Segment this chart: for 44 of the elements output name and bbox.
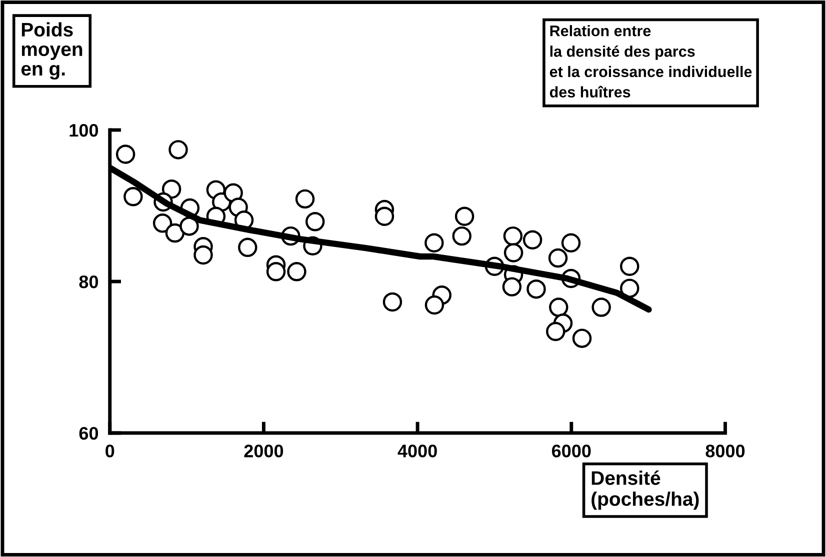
point: [124, 187, 143, 206]
x-tick-label: 0: [106, 444, 114, 458]
point: [424, 233, 444, 252]
point: [502, 277, 522, 296]
point: [194, 245, 213, 265]
point: [168, 140, 188, 160]
point: [548, 248, 568, 268]
x-axis-title: Densité (poches/ha): [592, 470, 699, 510]
y-tick-label: 60: [79, 426, 98, 440]
x-tick-label: 4000: [398, 444, 437, 458]
point: [526, 279, 546, 299]
x-tick-label: 6000: [552, 444, 591, 458]
point: [305, 212, 325, 232]
point: [382, 292, 402, 312]
point: [620, 278, 640, 298]
y-tick-label: 80: [79, 275, 98, 288]
point: [152, 214, 172, 233]
point: [549, 298, 568, 317]
point: [224, 183, 243, 202]
point: [165, 223, 185, 243]
point: [295, 189, 315, 209]
y-tick-label: 100: [70, 124, 98, 137]
point: [374, 206, 394, 226]
point: [454, 206, 474, 226]
point: [452, 226, 472, 246]
point: [504, 243, 524, 262]
point: [180, 216, 199, 236]
point: [287, 262, 306, 282]
point: [572, 328, 592, 348]
point: [503, 226, 523, 246]
point: [238, 238, 258, 258]
text: Relation entre la densité des parcs et la croissance individuelle des huîtres: [550, 25, 752, 98]
point: [620, 256, 640, 276]
point: [592, 298, 611, 317]
point: [546, 322, 566, 342]
point: [266, 262, 286, 282]
point: [116, 144, 136, 164]
point: [162, 179, 182, 199]
point: [522, 230, 542, 250]
x-tick-label: 8000: [706, 444, 745, 458]
x-tick-label: 2000: [244, 444, 284, 458]
y-axis-title: Poids moyen en g.: [21, 22, 82, 80]
point: [561, 233, 581, 252]
point: [424, 295, 444, 315]
